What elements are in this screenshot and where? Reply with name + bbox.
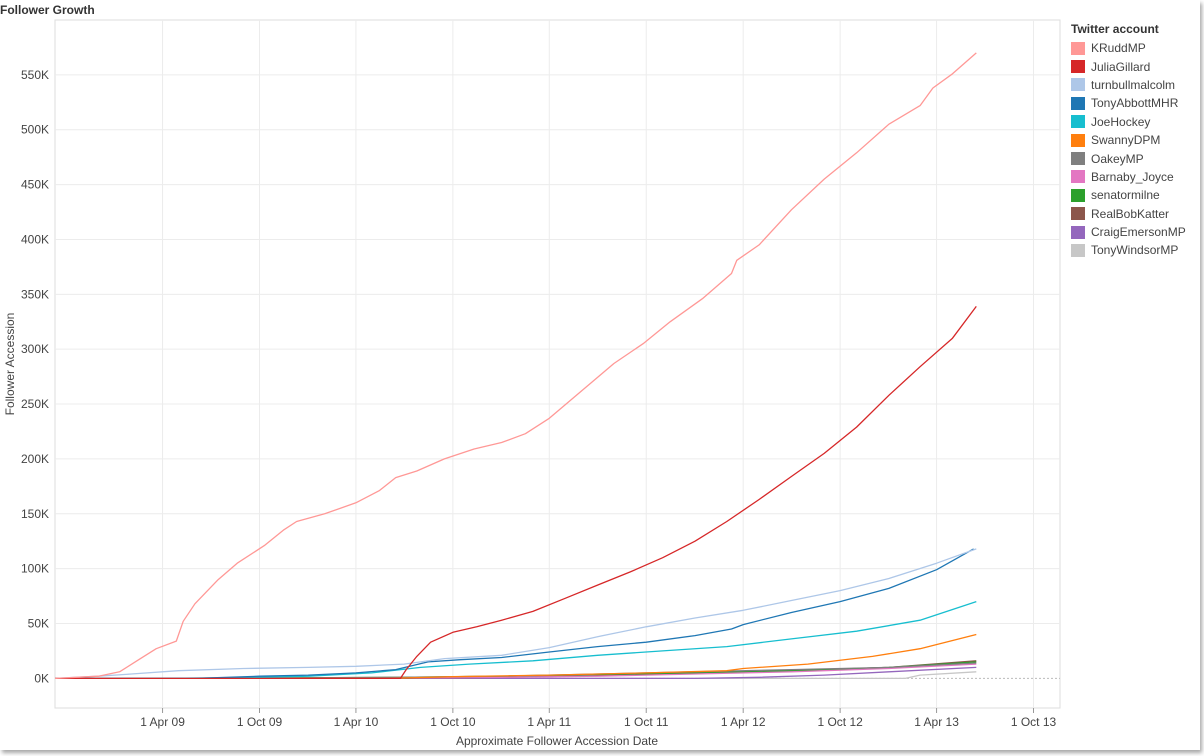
x-tick-label: 1 Apr 12 [721, 715, 766, 729]
series-line-kruddmp [54, 52, 977, 680]
legend-item[interactable]: senatormilne [1071, 186, 1199, 204]
y-tick-label: 250K [21, 397, 49, 411]
y-axis-title: Follower Accession [3, 313, 17, 416]
legend-label: Barnaby_Joyce [1091, 169, 1174, 184]
x-tick-label: 1 Oct 09 [237, 715, 283, 729]
y-tick-label: 100K [21, 562, 49, 576]
y-tick-labels: 0K 50K 100K 150K 200K 250K 300K 350K 400K 450K 500… [21, 68, 49, 686]
legend-label: JuliaGillard [1091, 59, 1151, 74]
x-tick-label: 1 Oct 11 [624, 715, 669, 729]
legend-label: SwannyDPM [1091, 133, 1161, 148]
x-tick-label: 1 Oct 13 [1011, 715, 1057, 729]
y-tick-label: 400K [21, 232, 49, 246]
legend: Twitter account KRuddMP JuliaGillard turnb… [1071, 22, 1199, 260]
legend-item[interactable]: SwannyDPM [1071, 131, 1199, 149]
x-axis-title: Approximate Follower Accession Date [456, 734, 658, 748]
legend-swatch [1071, 78, 1085, 92]
chart-title: Follower Growth [0, 3, 95, 17]
legend-label: turnbullmalcolm [1091, 77, 1176, 92]
legend-item[interactable]: RealBobKatter [1071, 205, 1199, 223]
legend-swatch [1071, 225, 1085, 239]
x-tick-label: 1 Apr 09 [140, 715, 185, 729]
plot-background [54, 19, 1061, 709]
series-lines [54, 52, 977, 680]
legend-swatch [1071, 115, 1085, 129]
y-tick-label: 300K [21, 342, 49, 356]
y-tick-label: 200K [21, 452, 49, 466]
legend-label: CraigEmersonMP [1091, 225, 1186, 240]
y-tick-label: 550K [21, 68, 49, 82]
legend-swatch [1071, 152, 1085, 166]
series-line-swannydpm [55, 633, 977, 680]
x-tick-label: 1 Oct 12 [817, 715, 863, 729]
legend-label: TonyWindsorMP [1091, 243, 1179, 258]
x-tick-label: 1 Oct 10 [430, 715, 476, 729]
legend-swatch [1071, 96, 1085, 110]
y-tick-label: 50K [28, 617, 49, 631]
legend-swatch [1071, 133, 1085, 147]
legend-item[interactable]: Barnaby_Joyce [1071, 168, 1199, 186]
x-tick-label: 1 Apr 10 [334, 715, 379, 729]
legend-label: senatormilne [1091, 188, 1160, 203]
legend-label: RealBobKatter [1091, 206, 1170, 221]
legend-items: KRuddMP JuliaGillard turnbullmalcolm TonyAb… [1071, 39, 1199, 260]
legend-label: JoeHockey [1091, 114, 1151, 129]
legend-swatch [1071, 243, 1085, 257]
y-tick-label: 450K [21, 178, 49, 192]
legend-swatch [1071, 170, 1085, 184]
legend-label: OakeyMP [1091, 151, 1144, 166]
legend-item[interactable]: JuliaGillard [1071, 57, 1199, 75]
series-line-juliagillard [55, 306, 977, 680]
legend-title: Twitter account [1071, 22, 1159, 36]
plot-area [54, 19, 1061, 709]
series-line-tonyabbottmhr [55, 548, 974, 680]
legend-swatch [1071, 60, 1085, 74]
y-gridlines [55, 74, 1060, 679]
series-line-craigemersonmp [55, 666, 977, 680]
y-tick-label: 0K [34, 671, 49, 685]
legend-item[interactable]: turnbullmalcolm [1071, 76, 1199, 94]
legend-item[interactable]: KRuddMP [1071, 39, 1199, 57]
series-line-joehockey [55, 600, 977, 680]
x-gridlines [162, 20, 1035, 708]
x-tick-label: 1 Apr 11 [527, 715, 571, 729]
legend-item[interactable]: TonyAbbottMHR [1071, 94, 1199, 112]
legend-label: TonyAbbottMHR [1091, 96, 1179, 111]
y-tick-label: 500K [21, 123, 49, 137]
legend-swatch [1071, 41, 1085, 55]
series-line-turnbullmalcolm [54, 548, 977, 680]
legend-swatch [1071, 207, 1085, 221]
y-tick-label: 150K [21, 507, 49, 521]
legend-label: KRuddMP [1091, 41, 1146, 56]
legend-item[interactable]: OakeyMP [1071, 149, 1199, 167]
legend-swatch [1071, 188, 1085, 202]
x-tick-labels: 1 Apr 09 1 Oct 09 1 Apr 10 1 Oct 10 1 Apr 11… [140, 708, 1057, 729]
y-tick-label: 350K [21, 287, 49, 301]
legend-item[interactable]: TonyWindsorMP [1071, 241, 1199, 259]
legend-item[interactable]: CraigEmersonMP [1071, 223, 1199, 241]
x-tick-label: 1 Apr 13 [914, 715, 959, 729]
legend-item[interactable]: JoeHockey [1071, 113, 1199, 131]
